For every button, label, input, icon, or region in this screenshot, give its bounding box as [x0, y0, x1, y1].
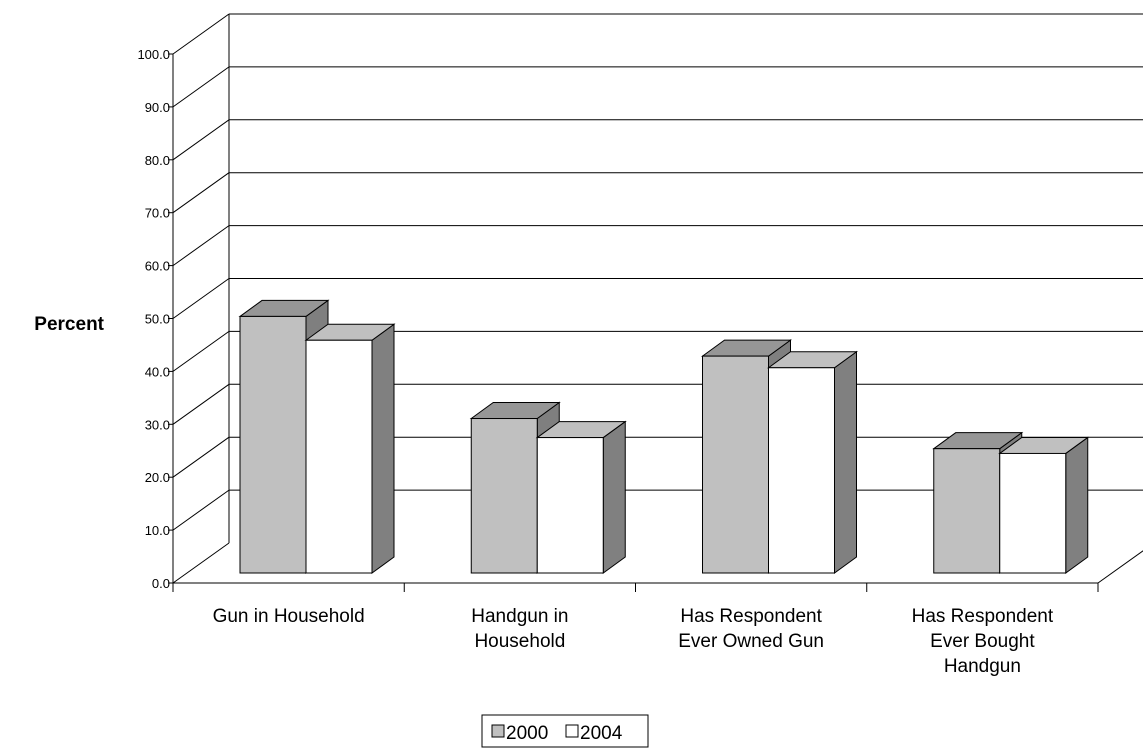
legend-swatch-2004: [565, 724, 579, 738]
x-category-label: Has Respondent Ever Owned Gun: [678, 606, 824, 652]
gridline-side: [172, 172, 230, 214]
y-tick-label: 70.0: [145, 206, 170, 221]
bar-side: [834, 350, 857, 574]
gridline-side: [172, 330, 230, 372]
bar-front: [536, 437, 604, 574]
bar-front: [470, 418, 538, 574]
x-category-label-line: Handgun in: [471, 606, 568, 627]
y-tick-label: 10.0: [145, 523, 170, 538]
bar-front: [239, 315, 307, 574]
bar-front: [933, 448, 1001, 574]
bar-front: [702, 355, 769, 574]
gridline-side: [172, 383, 230, 425]
x-category-label-line: Ever Bought: [930, 631, 1035, 652]
gridline-side: [172, 13, 230, 55]
x-category-label-line: Has Respondent: [912, 606, 1054, 627]
bar-front: [305, 339, 373, 574]
y-tick-label: 90.0: [145, 100, 170, 115]
y-tick-label: 30.0: [145, 417, 170, 432]
legend-label-2000: 2000: [506, 723, 548, 744]
y-tick-label: 40.0: [145, 364, 170, 379]
y-tick-label: 50.0: [145, 312, 170, 327]
x-category-label: Handgun in Household: [471, 606, 568, 652]
y-axis: 0.0 10.0 20.0 30.0 40.0 50.0 60.0 70.0 80.0 90.0 1…: [137, 47, 173, 591]
x-category-label-line: Has Respondent: [680, 606, 822, 627]
bar-2004-1: [535, 420, 627, 574]
x-category-label-line: Ever Owned Gun: [678, 631, 824, 652]
y-tick-label: 60.0: [145, 259, 170, 274]
bar-side: [602, 420, 626, 574]
y-tick-label: 0.0: [152, 576, 170, 591]
gridline-side: [172, 542, 230, 584]
floor-right: [1097, 550, 1143, 584]
gridline-side: [172, 436, 230, 478]
x-category-label: Has Respondent Ever Bought Handgun: [912, 606, 1054, 677]
gridline-side: [172, 66, 230, 108]
y-tick-label: 20.0: [145, 470, 170, 485]
x-category-label-line: Household: [474, 631, 565, 652]
x-axis: Gun in Household Handgun in Household Has R…: [172, 583, 1099, 677]
gridline-side: [172, 278, 230, 319]
gridline-side: [172, 119, 230, 161]
y-axis-label: Percent: [34, 314, 104, 335]
bar-2004-2: [766, 350, 859, 574]
bars: [238, 299, 1090, 574]
bar-side: [371, 323, 395, 574]
gridline-side: [172, 225, 230, 267]
bar-front: [999, 452, 1067, 574]
bar-front: [768, 367, 835, 574]
bar-2004-3: [998, 436, 1090, 574]
bar-2004-0: [304, 323, 396, 574]
x-category-label-line: Handgun: [944, 656, 1021, 677]
legend-box: [481, 714, 649, 748]
bar-side: [1065, 436, 1089, 574]
y-tick-label: 80.0: [145, 153, 170, 168]
gridline-side: [172, 489, 230, 531]
legend-swatch-2000: [491, 724, 505, 738]
x-category-label-line: Gun in Household: [213, 606, 365, 627]
legend-label-2004: 2004: [580, 723, 623, 744]
x-category-label: Gun in Household: [213, 606, 365, 627]
y-tick-label: 100.0: [137, 47, 170, 62]
legend: 2000 2004: [481, 714, 649, 748]
